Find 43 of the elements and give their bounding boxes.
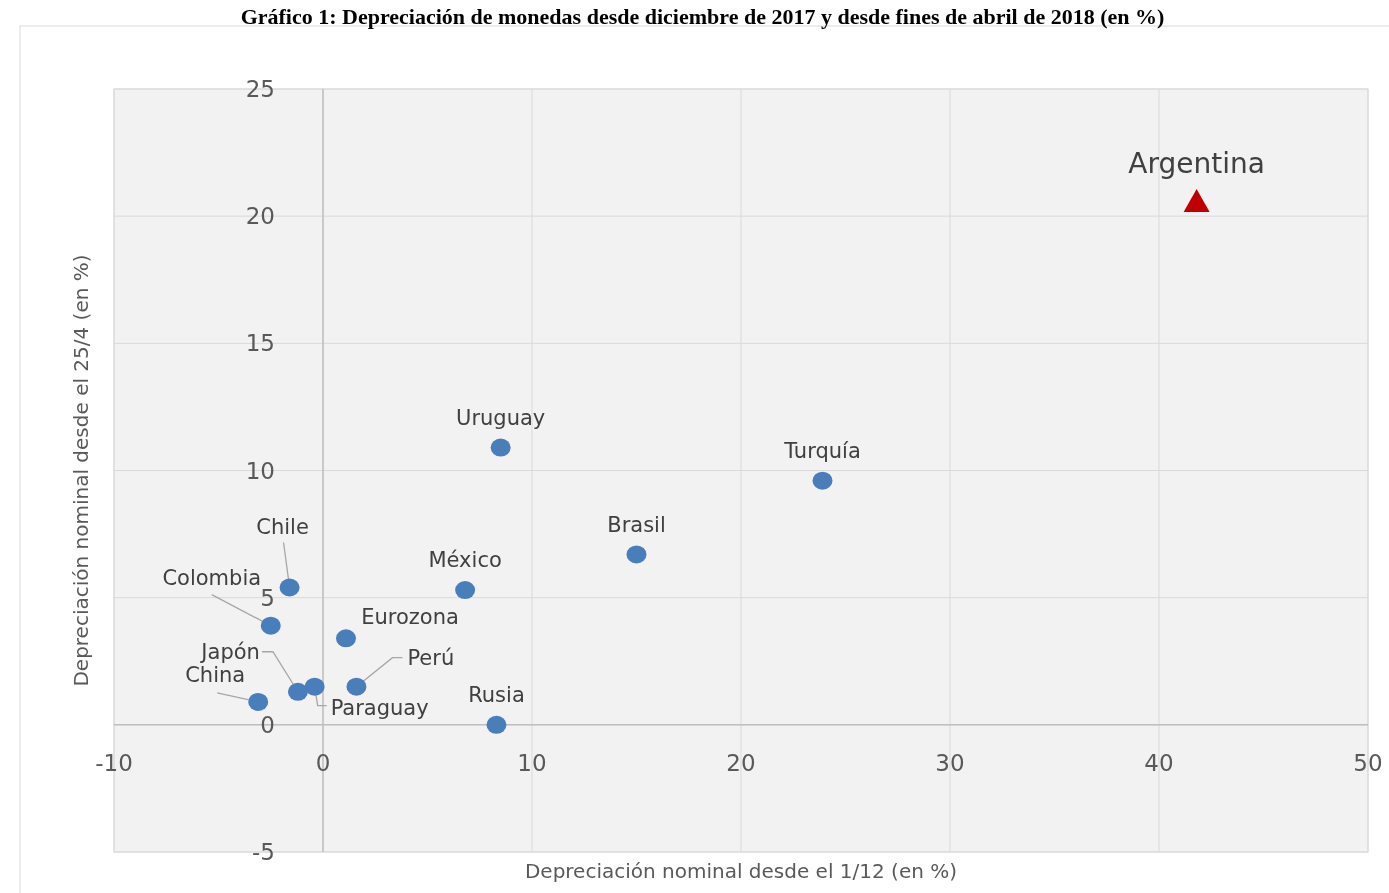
y-tick-label: 0 — [260, 711, 275, 738]
point — [812, 471, 833, 490]
x-tick-label: 50 — [1353, 749, 1383, 776]
point — [248, 692, 269, 711]
point — [260, 616, 281, 635]
x-axis-title: Depreciación nominal desde el 1/12 (en %) — [524, 859, 958, 883]
point — [626, 545, 647, 564]
annotation: Paraguay — [330, 696, 429, 721]
y-tick-label: 10 — [245, 457, 275, 484]
x-tick-label: 20 — [726, 749, 756, 776]
y-tick-label: 25 — [245, 76, 275, 102]
point — [490, 438, 511, 457]
annotation: Rusia — [468, 683, 525, 708]
chart-title: Gráfico 1: Depreciación de monedas desde diciembre de 2017 y desde fines de abril de 2018 (en %) — [240, 4, 1165, 29]
annotation: Turquía — [783, 439, 861, 464]
point — [346, 677, 367, 696]
point — [287, 682, 308, 701]
annotation: China — [185, 663, 246, 688]
annotation: Brasil — [607, 512, 666, 537]
x-tick-label: 10 — [517, 749, 547, 776]
y-tick-label: -5 — [252, 839, 275, 865]
annotation: México — [428, 548, 502, 573]
x-tick-label: 30 — [935, 749, 965, 776]
y-axis-title: Depreciación nominal desde el 25/4 (en %) — [69, 254, 93, 687]
annotation: Perú — [407, 646, 455, 671]
annotation: Japón — [199, 640, 260, 665]
y-tick-label: 5 — [260, 584, 275, 611]
x-tick-label: -10 — [95, 749, 133, 776]
annotation: Uruguay — [456, 405, 546, 430]
y-tick-label: 20 — [245, 203, 275, 230]
annotation: Colombia — [162, 565, 262, 590]
x-tick-label: 40 — [1144, 749, 1174, 776]
annotation: Chile — [256, 514, 309, 539]
point — [455, 581, 476, 600]
point — [486, 715, 507, 734]
annotation: Eurozona — [361, 604, 459, 629]
point — [304, 677, 325, 696]
point — [279, 578, 300, 597]
point — [335, 629, 356, 648]
x-tick-label: 0 — [315, 749, 331, 776]
annotation: Argentina — [1128, 146, 1265, 180]
point — [1183, 188, 1210, 212]
y-tick-label: 15 — [245, 330, 275, 357]
